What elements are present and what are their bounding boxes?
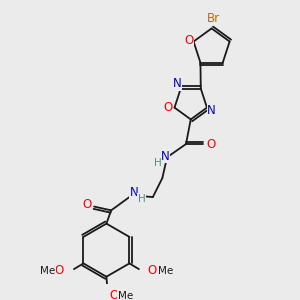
- Text: O: O: [82, 198, 91, 211]
- Text: Me: Me: [40, 266, 55, 276]
- Text: N: N: [161, 150, 170, 163]
- Text: Br: Br: [207, 13, 220, 26]
- Text: O: O: [184, 34, 194, 47]
- Text: O: O: [54, 265, 63, 278]
- Text: N: N: [172, 77, 181, 90]
- Text: O: O: [110, 289, 118, 300]
- Text: O: O: [206, 137, 215, 151]
- Text: O: O: [163, 101, 172, 114]
- Text: Me: Me: [118, 291, 133, 300]
- Text: O: O: [148, 265, 157, 278]
- Text: N: N: [130, 186, 138, 199]
- Text: N: N: [207, 104, 216, 117]
- Text: H: H: [154, 158, 161, 168]
- Text: H: H: [138, 194, 145, 204]
- Text: Me: Me: [158, 266, 173, 276]
